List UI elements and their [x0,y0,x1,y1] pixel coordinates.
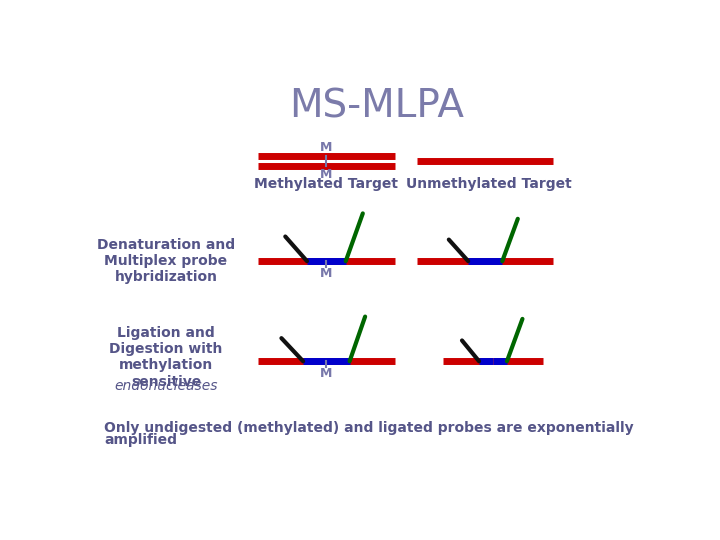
Text: M: M [320,168,333,181]
Text: M: M [320,141,333,154]
Text: MS-MLPA: MS-MLPA [289,88,464,126]
Text: Ligation and
Digestion with
methylation
sensitive: Ligation and Digestion with methylation … [109,326,222,389]
Text: amplified: amplified [104,433,177,447]
Text: M: M [320,267,333,280]
Text: endonucleases: endonucleases [114,379,217,393]
Text: Only undigested (methylated) and ligated probes are exponentially: Only undigested (methylated) and ligated… [104,421,634,435]
Text: Methylated Target: Methylated Target [254,177,398,191]
Text: Unmethylated Target: Unmethylated Target [406,177,572,191]
Text: Denaturation and
Multiplex probe
hybridization: Denaturation and Multiplex probe hybridi… [97,238,235,285]
Text: M: M [320,367,333,380]
